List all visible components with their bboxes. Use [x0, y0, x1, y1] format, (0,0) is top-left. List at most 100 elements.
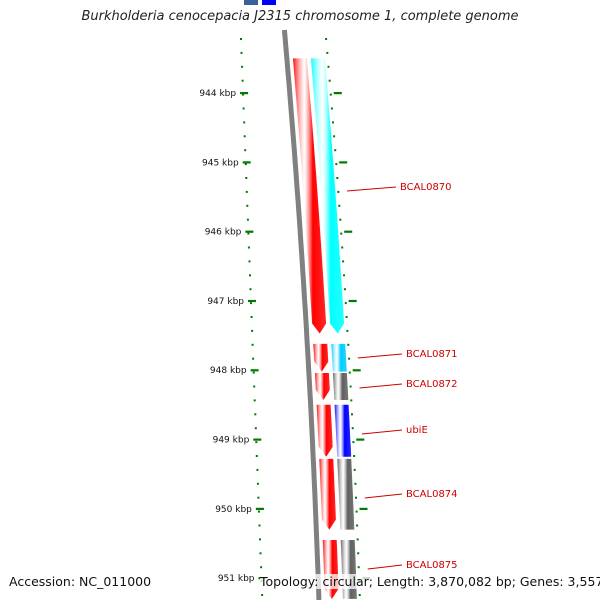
- minor-tick-dot: [325, 38, 328, 40]
- minor-tick-dot: [245, 177, 248, 179]
- minor-tick-dot: [253, 399, 256, 402]
- scale-label: 948 kbp: [210, 366, 247, 376]
- gene-hit-ubiE: [334, 404, 352, 457]
- minor-tick-dot: [353, 468, 356, 471]
- minor-tick-dot: [347, 343, 350, 346]
- minor-tick-dot: [246, 204, 249, 207]
- minor-tick-dot: [332, 121, 334, 124]
- minor-tick-dot: [357, 566, 360, 569]
- minor-tick-dot: [258, 510, 260, 513]
- minor-tick-dot: [259, 538, 261, 541]
- minor-tick-dot: [358, 594, 361, 596]
- minor-tick-dot: [247, 232, 250, 235]
- gene-cds-BCAL0875: [322, 540, 339, 599]
- minor-tick-dot: [348, 371, 351, 374]
- minor-tick-dot: [243, 135, 246, 138]
- map-title: Burkholderia cenocepacia J2315 chromosom…: [81, 9, 519, 24]
- minor-tick-dot: [240, 51, 243, 54]
- minor-tick-dot: [335, 163, 338, 166]
- upstream-hit-feature: [262, 0, 276, 5]
- major-tick-left: [240, 92, 249, 95]
- minor-tick-dot: [249, 274, 251, 277]
- label-leader: [357, 353, 403, 359]
- minor-tick-dot: [345, 316, 348, 318]
- minor-tick-dot: [328, 79, 331, 82]
- minor-tick-dot: [341, 246, 344, 249]
- major-tick-right: [344, 230, 353, 233]
- major-tick-right: [359, 507, 368, 510]
- gene-hit-BCAL0871: [331, 343, 347, 372]
- minor-tick-dot: [241, 65, 244, 68]
- accession-text: Accession: NC_011000: [9, 574, 152, 589]
- gene-label-BCAL0875: BCAL0875: [406, 560, 458, 571]
- minor-tick-dot: [240, 38, 242, 40]
- minor-tick-dot: [355, 510, 358, 513]
- minor-tick-dot: [350, 399, 353, 402]
- scale-label: 947 kbp: [207, 297, 244, 307]
- minor-tick-dot: [349, 385, 352, 388]
- minor-tick-dot: [344, 302, 347, 305]
- scale-label: 950 kbp: [215, 505, 252, 515]
- minor-tick-dot: [252, 371, 255, 374]
- major-tick-right: [356, 438, 365, 441]
- minor-tick-dot: [249, 288, 252, 291]
- minor-tick-dots: [240, 38, 361, 596]
- minor-tick-dot: [251, 343, 254, 346]
- minor-tick-dot: [253, 385, 256, 388]
- minor-tick-dot: [329, 93, 332, 96]
- major-tick-left: [242, 161, 251, 164]
- minor-tick-dot: [327, 65, 330, 68]
- minor-tick-dot: [353, 455, 356, 457]
- minor-tick-dot: [343, 274, 345, 277]
- major-tick-left: [248, 299, 256, 303]
- scale-ticks: 944 kbp 945 kbp 946 kbp 947 kbp 948 kbp 949 k…: [199, 89, 371, 584]
- label-leader: [361, 429, 403, 435]
- label-leader: [364, 493, 403, 499]
- gene-label-BCAL0870: BCAL0870: [400, 182, 452, 193]
- feature-tracks: [244, 0, 357, 599]
- minor-tick-dot: [334, 149, 337, 152]
- minor-tick-dot: [330, 107, 333, 110]
- gene-label-BCAL0872: BCAL0872: [406, 379, 458, 390]
- label-leader: [359, 383, 403, 389]
- minor-tick-dot: [244, 149, 247, 152]
- scale-label: 944 kbp: [199, 89, 236, 99]
- minor-tick-dot: [247, 246, 250, 249]
- minor-tick-dot: [356, 538, 359, 541]
- minor-tick-dot: [357, 552, 360, 555]
- scale-label: 949 kbp: [213, 436, 250, 446]
- minor-tick-dot: [243, 121, 246, 124]
- scale-label: 946 kbp: [205, 228, 242, 238]
- minor-tick-dot: [242, 93, 245, 96]
- gene-hit-BCAL0874: [337, 458, 355, 530]
- minor-tick-dot: [242, 107, 245, 110]
- gene-labels: BCAL0870 BCAL0871 BCAL0872 ubiE BCAL0874 BCAL…: [346, 182, 458, 571]
- minor-tick-dot: [254, 413, 257, 416]
- minor-tick-dot: [356, 524, 359, 527]
- label-leader: [346, 186, 397, 192]
- gene-cds-ubiE: [316, 404, 333, 457]
- minor-tick-dot: [252, 357, 255, 360]
- minor-tick-dot: [333, 135, 336, 138]
- minor-tick-dot: [339, 218, 342, 221]
- minor-tick-dot: [352, 441, 355, 444]
- minor-tick-dot: [338, 204, 341, 207]
- major-tick-left: [255, 507, 264, 510]
- minor-tick-dot: [245, 190, 248, 193]
- topology-text: Topology: circular; Length: 3,870,082 bp…: [260, 574, 600, 589]
- scale-label: 945 kbp: [202, 158, 239, 168]
- minor-tick-dot: [244, 163, 247, 166]
- minor-tick-dot: [351, 413, 353, 416]
- minor-tick-dot: [340, 232, 343, 235]
- scale-label: 951 kbp: [218, 574, 255, 584]
- gene-cds-BCAL0871: [313, 343, 329, 372]
- minor-tick-dot: [241, 79, 244, 82]
- minor-tick-dot: [351, 427, 354, 430]
- gene-cds-BCAL0870: [292, 58, 327, 334]
- gene-hit-BCAL0875: [340, 540, 357, 599]
- minor-tick-dot: [342, 260, 345, 263]
- gene-label-ubiE: ubiE: [406, 425, 428, 436]
- label-leader: [367, 564, 403, 570]
- upstream-feature: [244, 0, 258, 5]
- minor-tick-dot: [346, 329, 349, 332]
